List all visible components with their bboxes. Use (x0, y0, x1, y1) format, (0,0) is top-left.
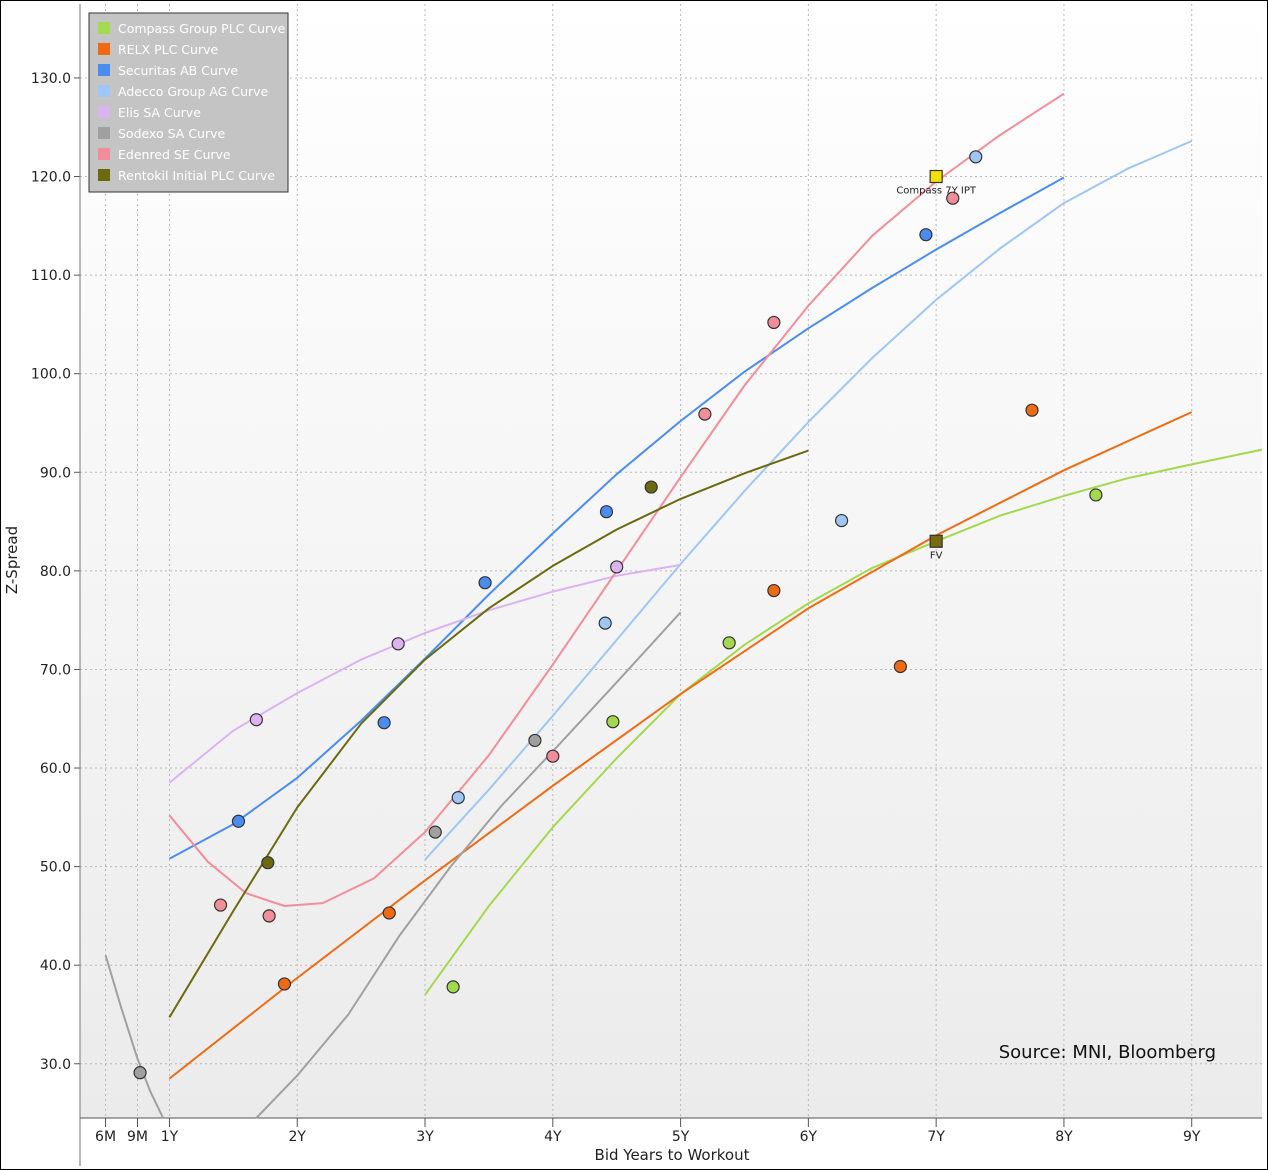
compass-group-plc-curve-line (424, 448, 1263, 996)
elis-sa-curve-point[interactable] (391, 637, 405, 651)
relx-plc-curve-point[interactable] (767, 583, 781, 598)
edenred-se-curve-point[interactable] (262, 909, 276, 923)
legend-item-relx-plc-curve[interactable]: RELX PLC Curve (98, 42, 218, 57)
edenred-se-curve-point[interactable] (546, 749, 560, 763)
fv-marker[interactable] (929, 534, 943, 548)
sodexo-sa-curve-point[interactable] (428, 825, 442, 839)
y-tick-label: 30.0 (40, 1057, 71, 1073)
legend-swatch (98, 22, 110, 34)
y-tick-label: 100.0 (31, 367, 71, 383)
adecco-group-ag-curve-line (424, 140, 1193, 861)
edenred-se-curve-point[interactable] (213, 898, 228, 912)
x-tick-label: 9M (127, 1129, 148, 1145)
compass-group-plc-curve-point[interactable] (722, 636, 736, 650)
legend-swatch (98, 106, 110, 118)
relx-plc-curve-point[interactable] (277, 977, 292, 991)
relx-plc-curve-point[interactable] (382, 906, 396, 920)
securitas-ab-curve-point[interactable] (919, 228, 933, 242)
sodexo-sa-curve-line-segment (255, 611, 682, 1119)
points (133, 150, 1103, 1080)
securitas-ab-curve-point[interactable] (478, 576, 492, 590)
securitas-ab-curve-point[interactable] (231, 814, 246, 828)
legend-label: Compass Group PLC Curve (118, 21, 286, 36)
y-tick-label: 90.0 (40, 465, 71, 481)
y-tick-label: 80.0 (40, 564, 71, 580)
legend-swatch (98, 148, 110, 160)
legend-swatch (98, 64, 110, 76)
legend-box (88, 12, 289, 193)
y-tick-label: 50.0 (40, 860, 71, 876)
edenred-se-curve-point[interactable] (946, 191, 960, 205)
fv-label: FV (930, 550, 943, 561)
x-tick-label: 1Y (161, 1129, 179, 1145)
securitas-ab-curve-line (168, 176, 1065, 860)
adecco-group-ag-curve-point[interactable] (834, 513, 849, 528)
legend-swatch (98, 127, 110, 139)
legend-label: Rentokil Initial PLC Curve (118, 168, 275, 183)
legend-item-sodexo-sa-curve[interactable]: Sodexo SA Curve (98, 126, 225, 141)
annotations: Compass 7Y IPT FV (896, 169, 977, 561)
securitas-ab-curve-point[interactable] (377, 716, 391, 730)
source-note: Source: MNI, Bloomberg (999, 1042, 1216, 1063)
elis-sa-curve-point[interactable] (249, 713, 263, 727)
y-tick-label: 40.0 (40, 958, 71, 974)
rentokil-initial-plc-curve-point[interactable] (261, 856, 275, 870)
relx-plc-curve-point[interactable] (1025, 403, 1039, 417)
axes: 6M 9M 1Y 2Y 3Y 4Y 5Y 6Y 7Y 8Y 9Y 30.0 40.0 50.0 60.0 70… (31, 4, 1262, 1166)
compass-7y-ipt-marker[interactable] (929, 169, 943, 184)
x-tick-label: 3Y (416, 1129, 434, 1145)
legend-item-elis-sa-curve[interactable]: Elis SA Curve (98, 105, 201, 120)
y-tick-label: 60.0 (40, 761, 71, 777)
x-tick-label: 7Y (927, 1129, 945, 1145)
edenred-se-curve-point[interactable] (767, 315, 781, 330)
adecco-group-ag-curve-point[interactable] (598, 616, 612, 630)
x-axis-title: Bid Years to Workout (595, 1146, 750, 1164)
edenred-se-curve-point[interactable] (698, 407, 712, 421)
legend-swatch (98, 43, 110, 55)
relx-plc-curve-line (168, 411, 1193, 1080)
rentokil-initial-plc-curve-line (168, 449, 809, 1018)
legend-label: RELX PLC Curve (118, 42, 218, 57)
sodexo-sa-curve-point[interactable] (133, 1066, 147, 1080)
y-tick-label: 120.0 (31, 170, 71, 186)
x-tick-label: 9Y (1183, 1129, 1201, 1145)
compass-group-plc-curve-point[interactable] (446, 980, 460, 994)
adecco-group-ag-curve-point[interactable] (969, 150, 983, 164)
adecco-group-ag-curve-point[interactable] (451, 791, 465, 805)
legend-item-securitas-ab-curve[interactable]: Securitas AB Curve (98, 63, 238, 78)
y-axis-title: Z-Spread (3, 526, 21, 594)
legend-item-rentokil-initial-plc-curve[interactable]: Rentokil Initial PLC Curve (98, 168, 275, 183)
legend-swatch (98, 169, 110, 181)
sodexo-sa-curve-line (104, 955, 165, 1119)
relx-plc-curve-point[interactable] (893, 659, 907, 674)
legend-item-compass-group-plc-curve[interactable]: Compass Group PLC Curve (98, 21, 286, 36)
legend-swatch (98, 85, 110, 97)
legend-label: Securitas AB Curve (118, 63, 238, 78)
legend-item-edenred-se-curve[interactable]: Edenred SE Curve (98, 147, 231, 162)
securitas-ab-curve-point[interactable] (599, 505, 614, 519)
x-tick-label: 4Y (544, 1129, 562, 1145)
legend-label: Elis SA Curve (118, 105, 201, 120)
legend[interactable]: Compass Group PLC Curve RELX PLC Curve Sec… (88, 12, 289, 193)
legend-label: Adecco Group AG Curve (118, 84, 269, 99)
edenred-se-curve-line (168, 92, 1065, 907)
y-tick-label: 130.0 (31, 71, 71, 87)
x-tick-label: 6M (95, 1129, 116, 1145)
elis-sa-curve-point[interactable] (610, 560, 624, 574)
compass-group-plc-curve-point[interactable] (606, 715, 620, 729)
x-tick-label: 5Y (672, 1129, 690, 1145)
compass-7y-ipt-label: Compass 7Y IPT (896, 186, 977, 197)
rentokil-initial-plc-curve-point[interactable] (644, 480, 658, 494)
x-tick-label: 8Y (1055, 1129, 1073, 1145)
legend-label: Edenred SE Curve (118, 147, 231, 162)
x-tick-label: 6Y (800, 1129, 818, 1145)
y-tick-label: 110.0 (31, 268, 71, 284)
compass-group-plc-curve-point[interactable] (1089, 488, 1103, 502)
legend-item-adecco-group-ag-curve[interactable]: Adecco Group AG Curve (98, 84, 269, 99)
y-tick-label: 70.0 (40, 662, 71, 678)
legend-label: Sodexo SA Curve (118, 126, 225, 141)
x-tick-label: 2Y (288, 1129, 306, 1145)
sodexo-sa-curve-point[interactable] (528, 733, 542, 748)
